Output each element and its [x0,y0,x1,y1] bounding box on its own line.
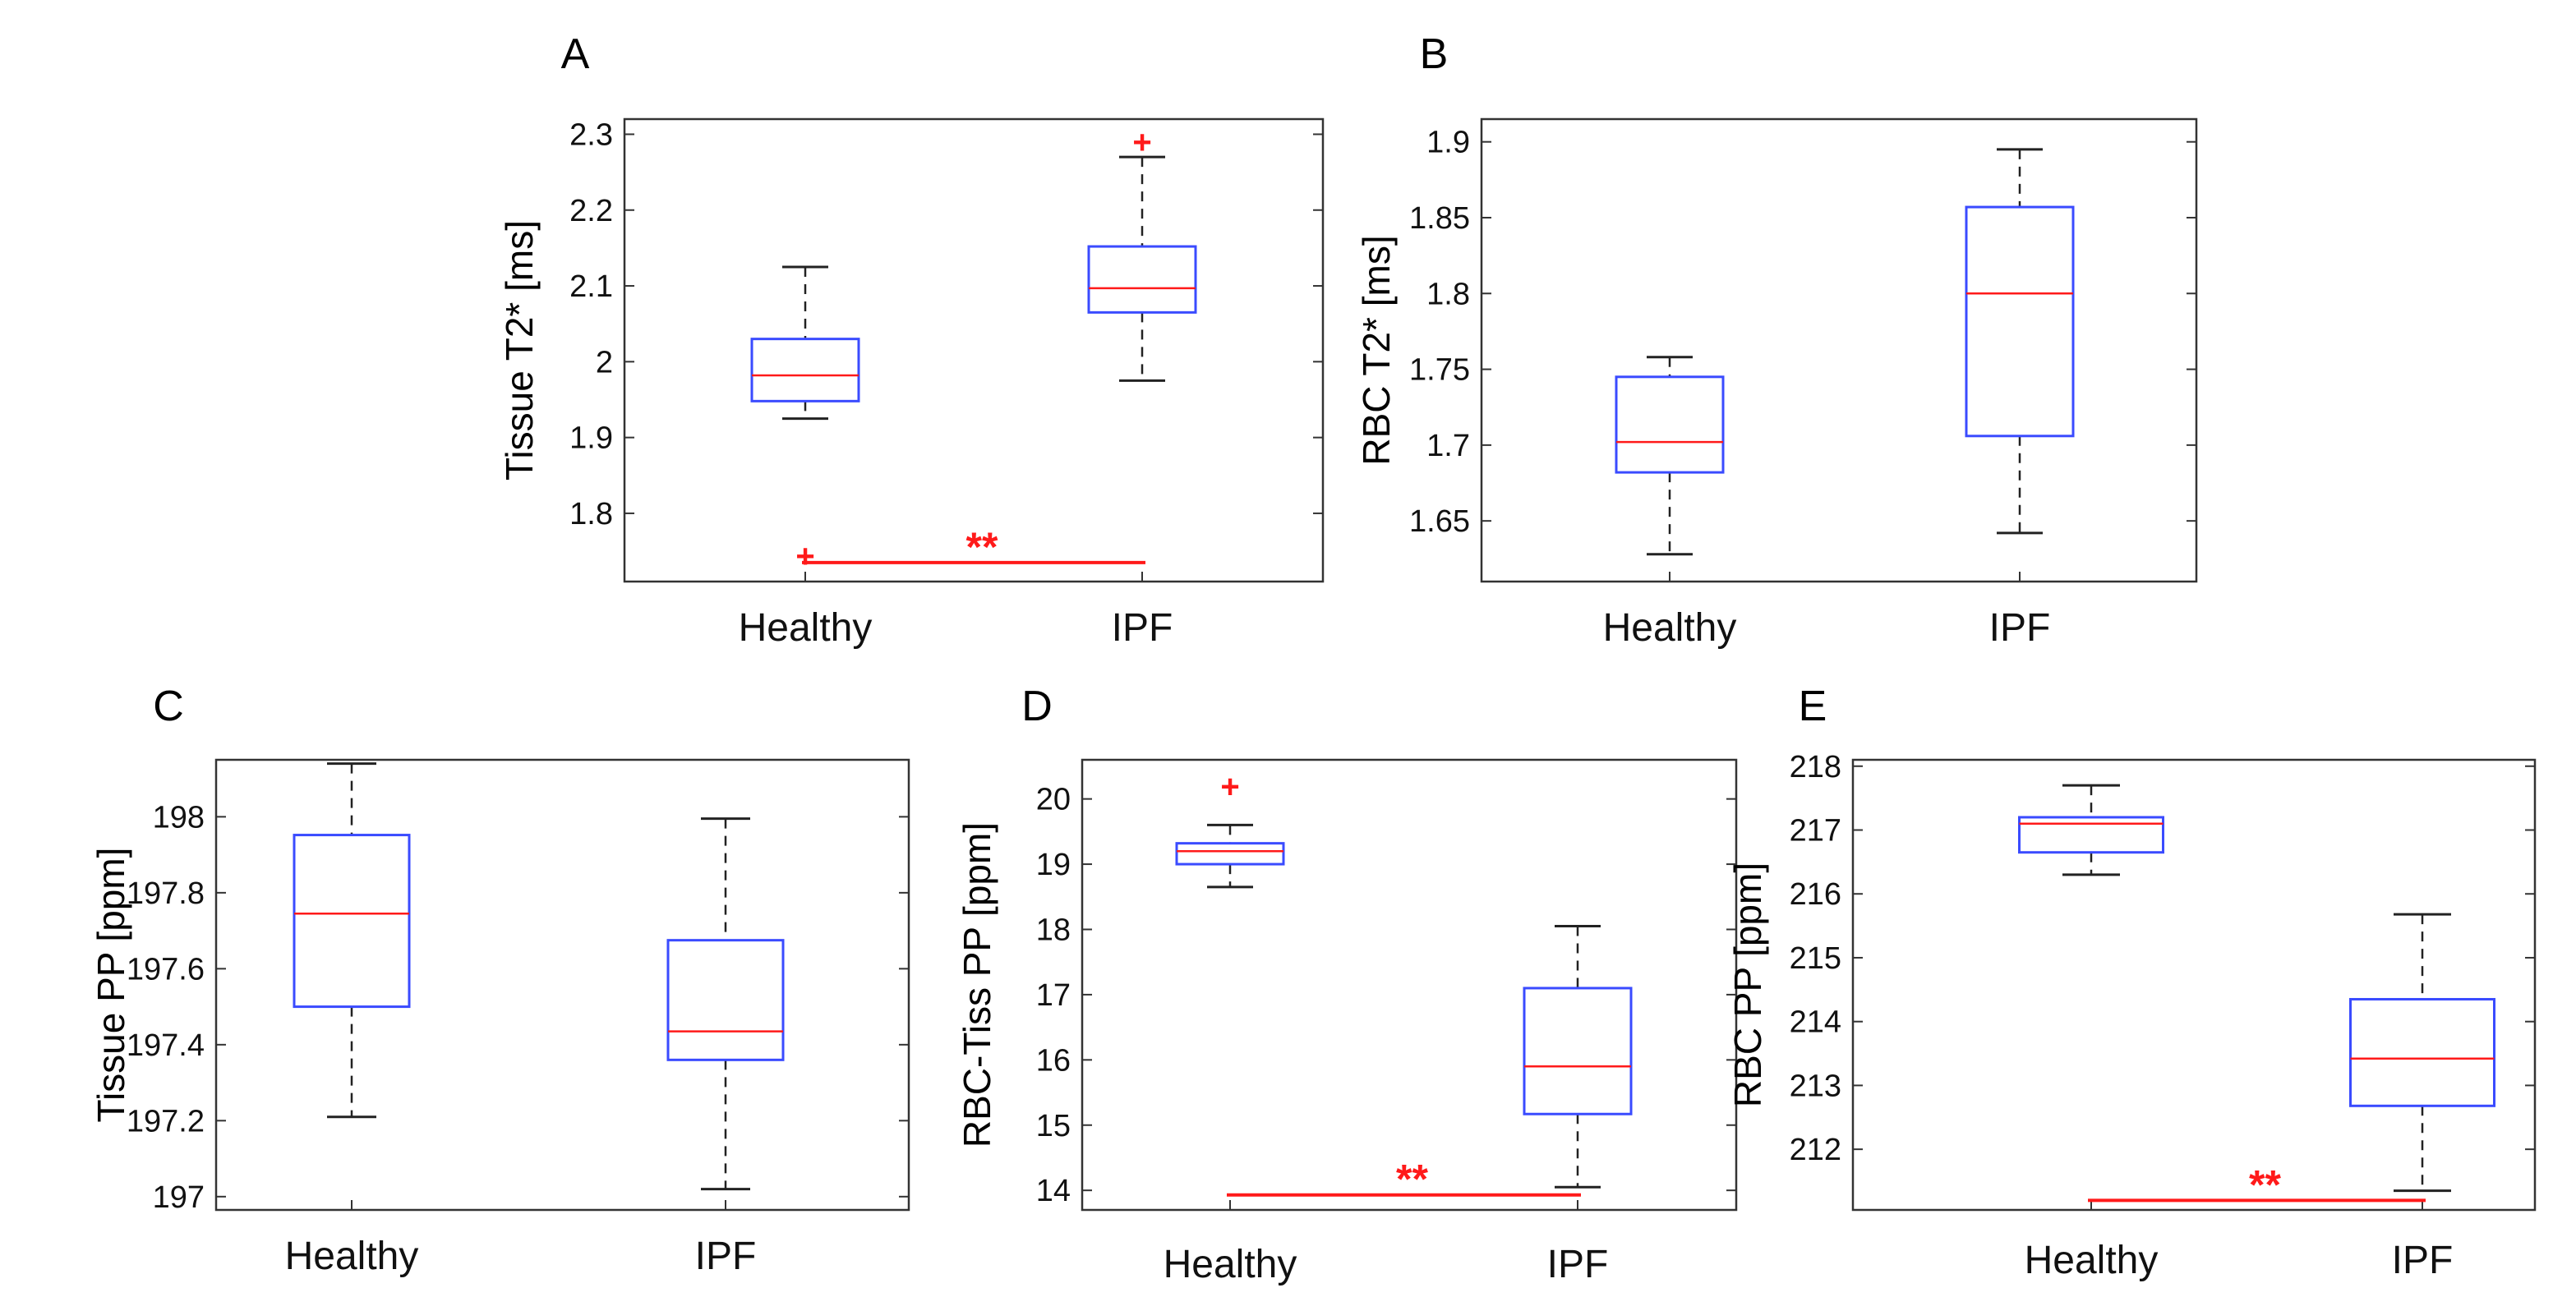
box-healthy [750,265,860,421]
y-axis-label: RBC T2* [ms] [1355,235,1398,465]
plot-frame [1480,117,2198,583]
y-tick-label: 197.4 [127,1028,205,1063]
panel-d-letter: D [1021,683,1053,730]
x-category-label: IPF [1112,606,1173,650]
iqr-box [2018,816,2164,854]
panel-b-plot: 1.65 1.7 1.75 1.8 1.85 1.9 Healthy IPF RBC T2* [… [1355,117,2198,650]
panel-e-letter: E [1799,683,1827,730]
panel-b: B 1.65 1.7 1.75 1.8 1.85 1.9 Healthy IPF RBC T2*… [1355,30,2198,650]
y-tick-label: 2 [596,345,613,379]
iqr-box [1523,987,1633,1115]
plot-frame [1081,758,1738,1212]
panel-d-plot: 14 15 16 17 18 19 20 Healthy IPF RBC-Tiss PP [ppm… [956,758,1738,1286]
box-ipf [1965,148,2075,535]
x-category-label: IPF [695,1235,757,1278]
y-axis-label: Tissue T2* [ms] [498,220,541,481]
y-tick-label: 213 [1790,1069,1841,1103]
box-healthy [1175,823,1285,889]
box-ipf [666,817,785,1191]
y-tick-label: 198 [153,800,205,835]
y-tick-label: 214 [1790,1005,1841,1040]
iqr-box [1175,842,1285,866]
x-category-label: Healthy [285,1235,419,1278]
y-tick-label: 1.7 [1426,429,1470,463]
iqr-box [750,338,860,402]
y-axis-label: Tissue PP [ppm] [90,848,132,1123]
x-category-label: Healthy [739,606,873,650]
box-healthy [1615,356,1725,556]
y-tick-label: 216 [1790,877,1841,912]
y-tick-label: 1.8 [569,497,613,531]
panel-a: A 1.8 1.9 2 2.1 2.2 2.3 Healthy IPF Tissue T2* [… [498,30,1325,650]
panel-c: C 197 197.2 197.4 197.6 197.8 198 Healthy IPF Ti… [90,683,910,1278]
y-tick-label: 17 [1036,978,1071,1013]
y-tick-label: 1.9 [1426,126,1470,160]
outlier-marker: + [1220,769,1239,805]
iqr-box [293,834,411,1009]
plot-frame [623,117,1325,583]
y-tick-label: 212 [1790,1133,1841,1167]
iqr-box [2349,997,2495,1107]
panel-c-letter: C [153,683,184,730]
y-tick-label: 1.8 [1426,277,1470,311]
y-tick-label: 1.85 [1409,201,1470,236]
box-healthy [293,762,411,1119]
y-tick-label: 197.8 [127,876,205,911]
x-category-label: Healthy [2025,1239,2159,1282]
y-tick-label: 215 [1790,941,1841,976]
significance-label: ** [966,524,998,570]
panel-b-letter: B [1420,30,1449,78]
y-tick-label: 1.65 [1409,504,1470,539]
panel-e: E 212 213 214 215 216 217 218 Healthy IPF RBC PP … [1726,683,2537,1282]
outlier-marker: + [1132,125,1151,161]
y-tick-label: 1.75 [1409,353,1470,388]
y-tick-label: 18 [1036,913,1071,947]
plot-frame [214,758,910,1212]
panel-a-letter: A [561,30,590,78]
panel-e-plot: 212 213 214 215 216 217 218 Healthy IPF RBC PP [p… [1726,750,2537,1282]
box-healthy [2018,784,2164,876]
y-tick-label: 197.2 [127,1104,205,1138]
y-tick-label: 15 [1036,1109,1071,1143]
panel-a-plot: 1.8 1.9 2 2.1 2.2 2.3 Healthy IPF Tissue T2* [ms… [498,117,1325,650]
significance-label: ** [2249,1161,2281,1207]
y-tick-label: 2.2 [569,194,613,228]
x-category-label: IPF [1547,1243,1609,1286]
y-tick-label: 197.6 [127,952,205,987]
iqr-box [1615,375,1725,474]
y-tick-label: 1.9 [569,421,613,456]
outlier-marker: + [795,539,814,575]
panel-c-plot: 197 197.2 197.4 197.6 197.8 198 Healthy IPF Tiss… [90,758,910,1278]
x-category-label: Healthy [1603,606,1737,650]
y-tick-label: 19 [1036,848,1071,882]
significance-label: ** [1396,1157,1428,1203]
x-category-label: IPF [2392,1239,2454,1282]
y-tick-label: 16 [1036,1043,1071,1078]
y-tick-label: 14 [1036,1174,1071,1208]
y-tick-label: 20 [1036,783,1071,817]
y-axis-label: RBC-Tiss PP [ppm] [956,822,998,1148]
y-axis-label: RBC PP [ppm] [1726,862,1769,1107]
y-tick-label: 217 [1790,814,1841,849]
y-tick-label: 197 [153,1180,205,1215]
plot-frame [1851,758,2537,1212]
iqr-box [666,939,785,1061]
iqr-box [1087,245,1197,314]
box-ipf [1087,155,1197,382]
panel-d: D 14 15 16 17 18 19 20 Healthy IPF RBC-Tiss PP [p… [956,683,1738,1286]
box-ipf [2349,913,2495,1193]
y-tick-label: 2.1 [569,269,613,304]
x-category-label: IPF [1989,606,2051,650]
iqr-box [1965,205,2075,438]
x-category-label: Healthy [1164,1243,1297,1286]
box-ipf [1523,925,1633,1189]
y-tick-label: 2.3 [569,117,613,152]
y-tick-label: 218 [1790,750,1841,784]
